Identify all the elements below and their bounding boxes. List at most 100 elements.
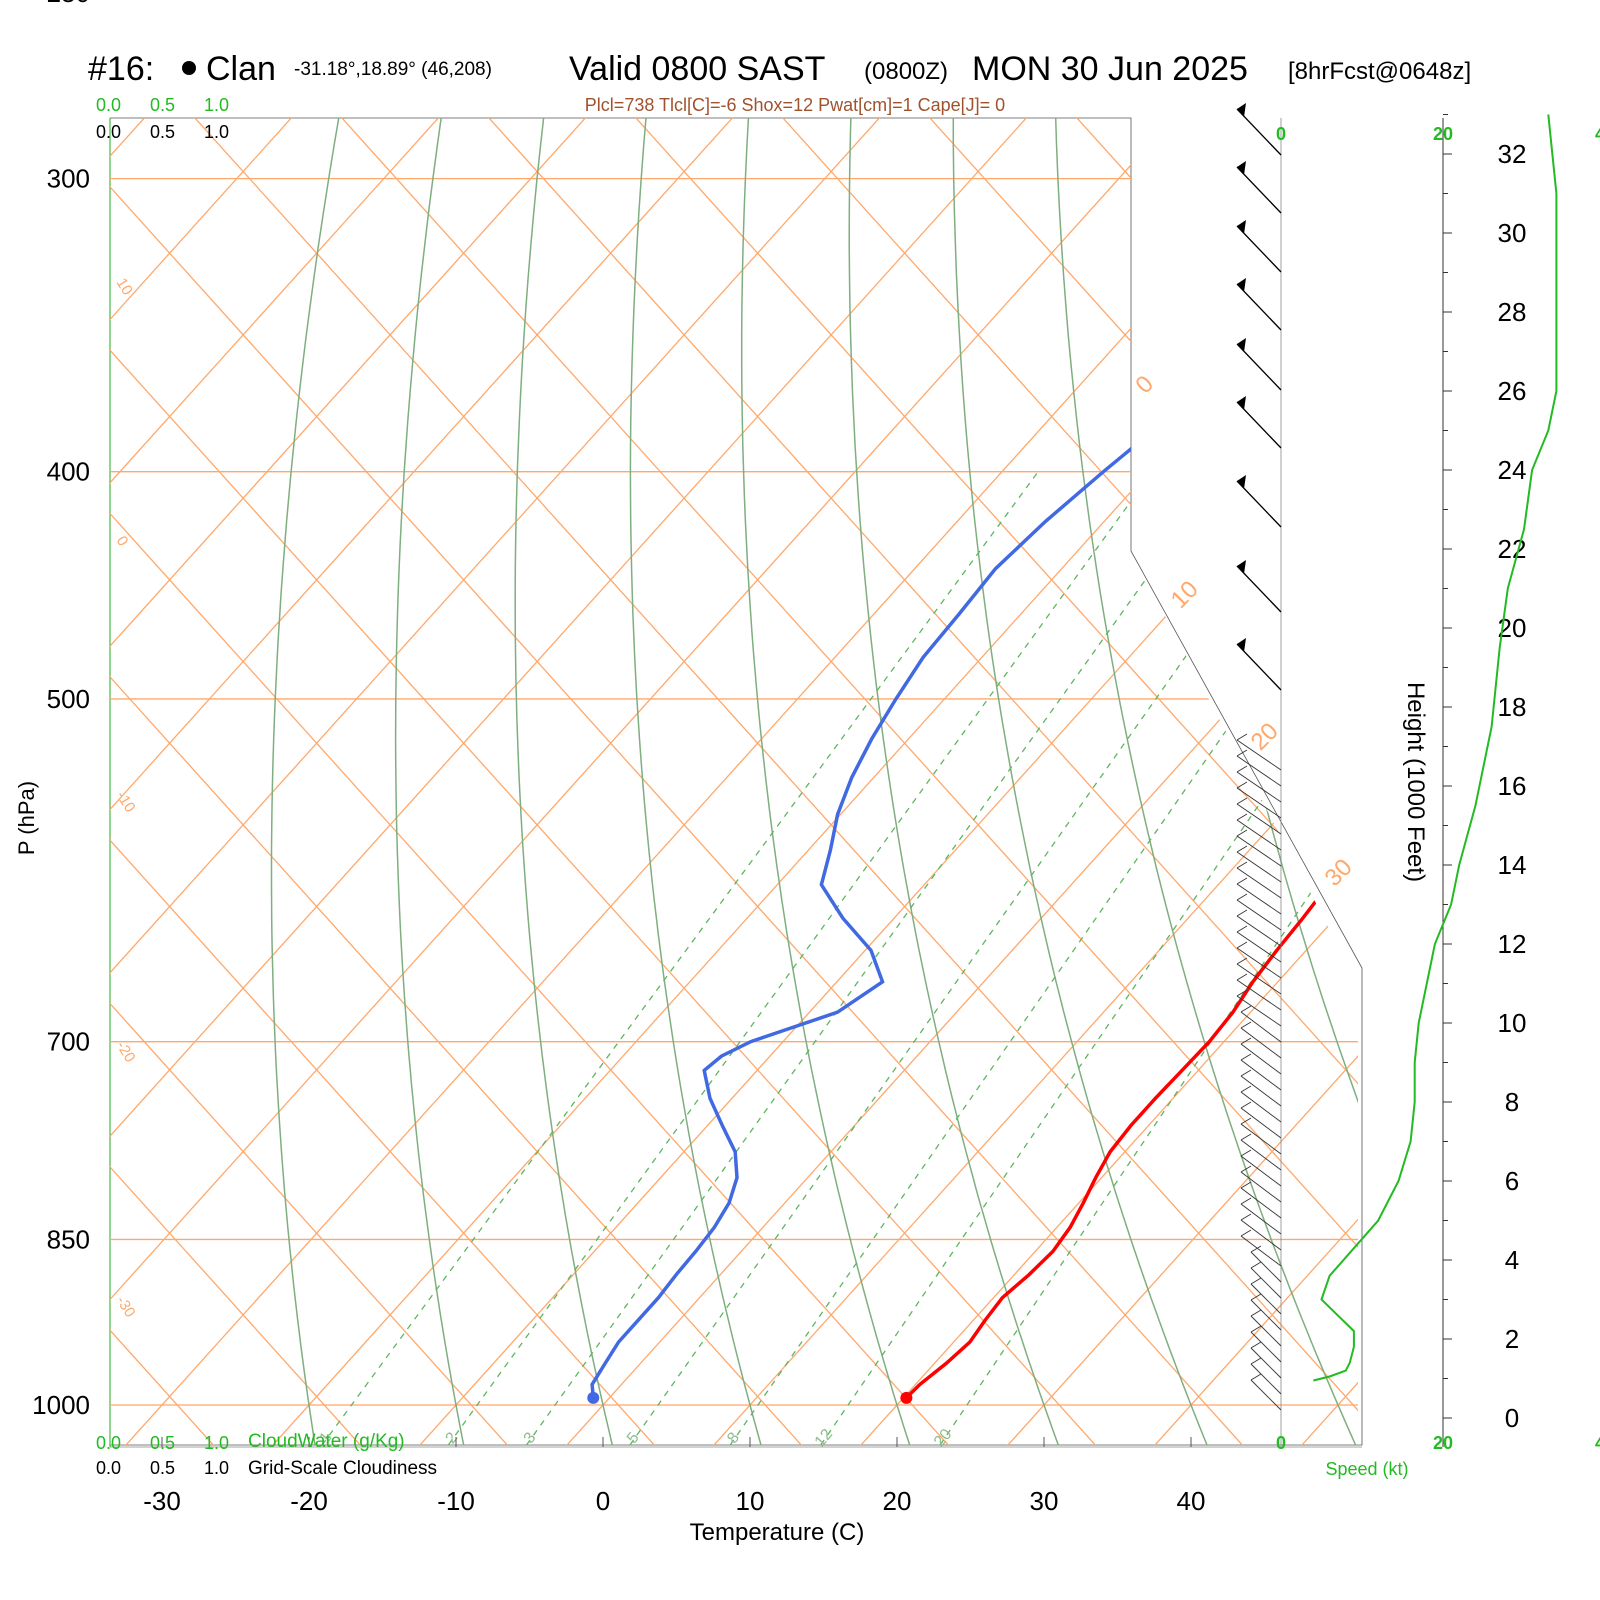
mixing-ratio-line: [525, 471, 1224, 1445]
height-tick-label: 12: [1498, 929, 1527, 959]
dry-adiabat-line: [740, 118, 914, 1445]
temperature-tick-label: -20: [290, 1486, 328, 1516]
mixing-ratio-label: 5: [624, 1429, 643, 1447]
wind-barb-feather: [1236, 829, 1248, 837]
wind-barb-staff: [1240, 1027, 1282, 1059]
cross-diagonal-line: [485, 118, 1358, 1445]
height-tick-label: 26: [1498, 376, 1527, 406]
mixing-ratio-line: [321, 471, 1039, 1445]
temperature-tick-label: 30: [1030, 1486, 1059, 1516]
wind-barb-staff: [1236, 963, 1282, 995]
wind-barb-feather: [1250, 1325, 1262, 1333]
wind-barb-feather: [1250, 1293, 1262, 1301]
wind-barb-staff: [1240, 1011, 1282, 1043]
wind-barb-staff: [1240, 1155, 1282, 1187]
isotherm-label-right: 10: [1166, 576, 1204, 614]
height-tick-label: 0: [1505, 1403, 1519, 1433]
height-tick-label: 14: [1498, 850, 1527, 880]
isotherm-line: [110, 118, 736, 1445]
mixing-ratio-label: 8: [724, 1429, 743, 1447]
mixing-ratio-line: [447, 471, 1153, 1445]
wind-barb-feather: [1250, 1357, 1262, 1365]
height-tick-label: 6: [1505, 1166, 1519, 1196]
cross-diagonal-line: [338, 118, 1358, 1445]
wind-barb-staff: [1236, 979, 1282, 1011]
wind-barb-feather: [1240, 1229, 1252, 1237]
wind-barb-staff: [1240, 1139, 1282, 1171]
isotherm-line: [1145, 118, 1358, 1445]
dry-adiabat-line: [1346, 118, 1358, 1445]
cloudwater-scale-top-1: 0.5: [150, 95, 175, 115]
wind-barb-staff: [1236, 995, 1282, 1027]
mixing-ratio-line: [729, 471, 1358, 1445]
cross-diagonal-line: [110, 118, 1105, 1445]
wind-barb-staff: [1236, 899, 1282, 931]
wind-barb-staff: [1250, 1331, 1282, 1363]
mixing-ratio-label: 3: [521, 1429, 540, 1447]
pressure-tick-label: 400: [47, 457, 90, 487]
temperature-tick-label: 20: [883, 1486, 912, 1516]
wind-barb-feather: [1240, 1133, 1252, 1141]
wind-barb-staff: [1240, 1171, 1282, 1203]
dry-adiabat-line: [1151, 118, 1358, 1445]
temperature-tick-label: -10: [437, 1486, 475, 1516]
isotherm-label: -30: [113, 1293, 139, 1320]
wind-barb-feather: [1236, 941, 1248, 949]
cloudiness-scale-bottom-0: 0.0: [96, 1458, 121, 1478]
wind-barb-staff: [1236, 755, 1282, 787]
dewpoint-surface-point: [587, 1391, 600, 1404]
cloudwater-scale-bottom-1: 0.5: [150, 1433, 175, 1453]
wind-barb-feather: [1240, 1053, 1252, 1061]
wind-barb-feather: [1236, 957, 1248, 965]
cloudiness-label: Grid-Scale Cloudiness: [248, 1458, 437, 1479]
cross-diagonal-line: [110, 118, 517, 1445]
wind-barb-staff: [1250, 1267, 1282, 1299]
isotherm-line: [110, 118, 1030, 1445]
cloudiness-scale-top-0: 0.0: [96, 122, 121, 142]
cloudwater-scale-top-2: 1.0: [204, 95, 229, 115]
temperature-tick-label: 10: [736, 1486, 765, 1516]
wind-barb-staff: [1236, 851, 1282, 883]
wind-barb-staff: [1250, 1283, 1282, 1315]
temperature-tick-label: 40: [1177, 1486, 1206, 1516]
wind-barb-flag: [1237, 638, 1246, 652]
wind-barb-feather: [1240, 1117, 1252, 1125]
cross-diagonal-line: [779, 118, 1358, 1445]
wind-barb-staff: [1240, 1203, 1282, 1235]
wind-barb-flag: [1237, 278, 1246, 292]
wind-barb-flag: [1237, 338, 1246, 352]
dry-adiabat-line: [629, 118, 765, 1445]
cloudwater-scale-bottom-2: 1.0: [204, 1433, 229, 1453]
x-axis-label: Temperature (C): [690, 1519, 865, 1546]
valid-date: MON 30 Jun 2025: [972, 50, 1248, 88]
wind-barb-flag: [1237, 103, 1246, 117]
wind-barb-staff: [1236, 108, 1282, 156]
speed-ticks: 00202040406060: [1276, 124, 1600, 1453]
wind-barb-feather: [1250, 1261, 1262, 1269]
wind-barb-feather: [1250, 1309, 1262, 1317]
wind-barb-feather: [1240, 1085, 1252, 1093]
dry-adiabat-line: [394, 118, 469, 1445]
wind-barb-feather: [1240, 1149, 1252, 1157]
wind-barb-staff: [1240, 1187, 1282, 1219]
wind-barb-feather: [1236, 733, 1248, 741]
wind-barb-staff: [1236, 883, 1282, 915]
wind-barb-staff: [1236, 803, 1282, 835]
height-axis-label: Height (1000 Feet): [1402, 682, 1429, 882]
wind-barb-flag: [1237, 475, 1246, 489]
wind-barb-staff: [1240, 1075, 1282, 1107]
wind-barb-staff: [1250, 1347, 1282, 1379]
wind-barb-staff: [1236, 343, 1282, 391]
isotherm-line: [110, 118, 442, 1445]
cloudwater-scale-bottom-0: 0.0: [96, 1433, 121, 1453]
isotherm-line: [1292, 118, 1358, 1445]
isotherm-line: [410, 118, 1358, 1445]
dry-adiabat-line: [1053, 118, 1358, 1445]
height-tick-label: 30: [1498, 218, 1527, 248]
height-tick-label: 28: [1498, 297, 1527, 327]
speed-tick-label-bottom: 20: [1433, 1433, 1453, 1453]
wind-barb-staff: [1250, 1315, 1282, 1347]
wind-barb-staff: [1240, 1091, 1282, 1123]
wind-barb-flag: [1237, 220, 1246, 234]
wind-barb-staff: [1240, 1043, 1282, 1075]
